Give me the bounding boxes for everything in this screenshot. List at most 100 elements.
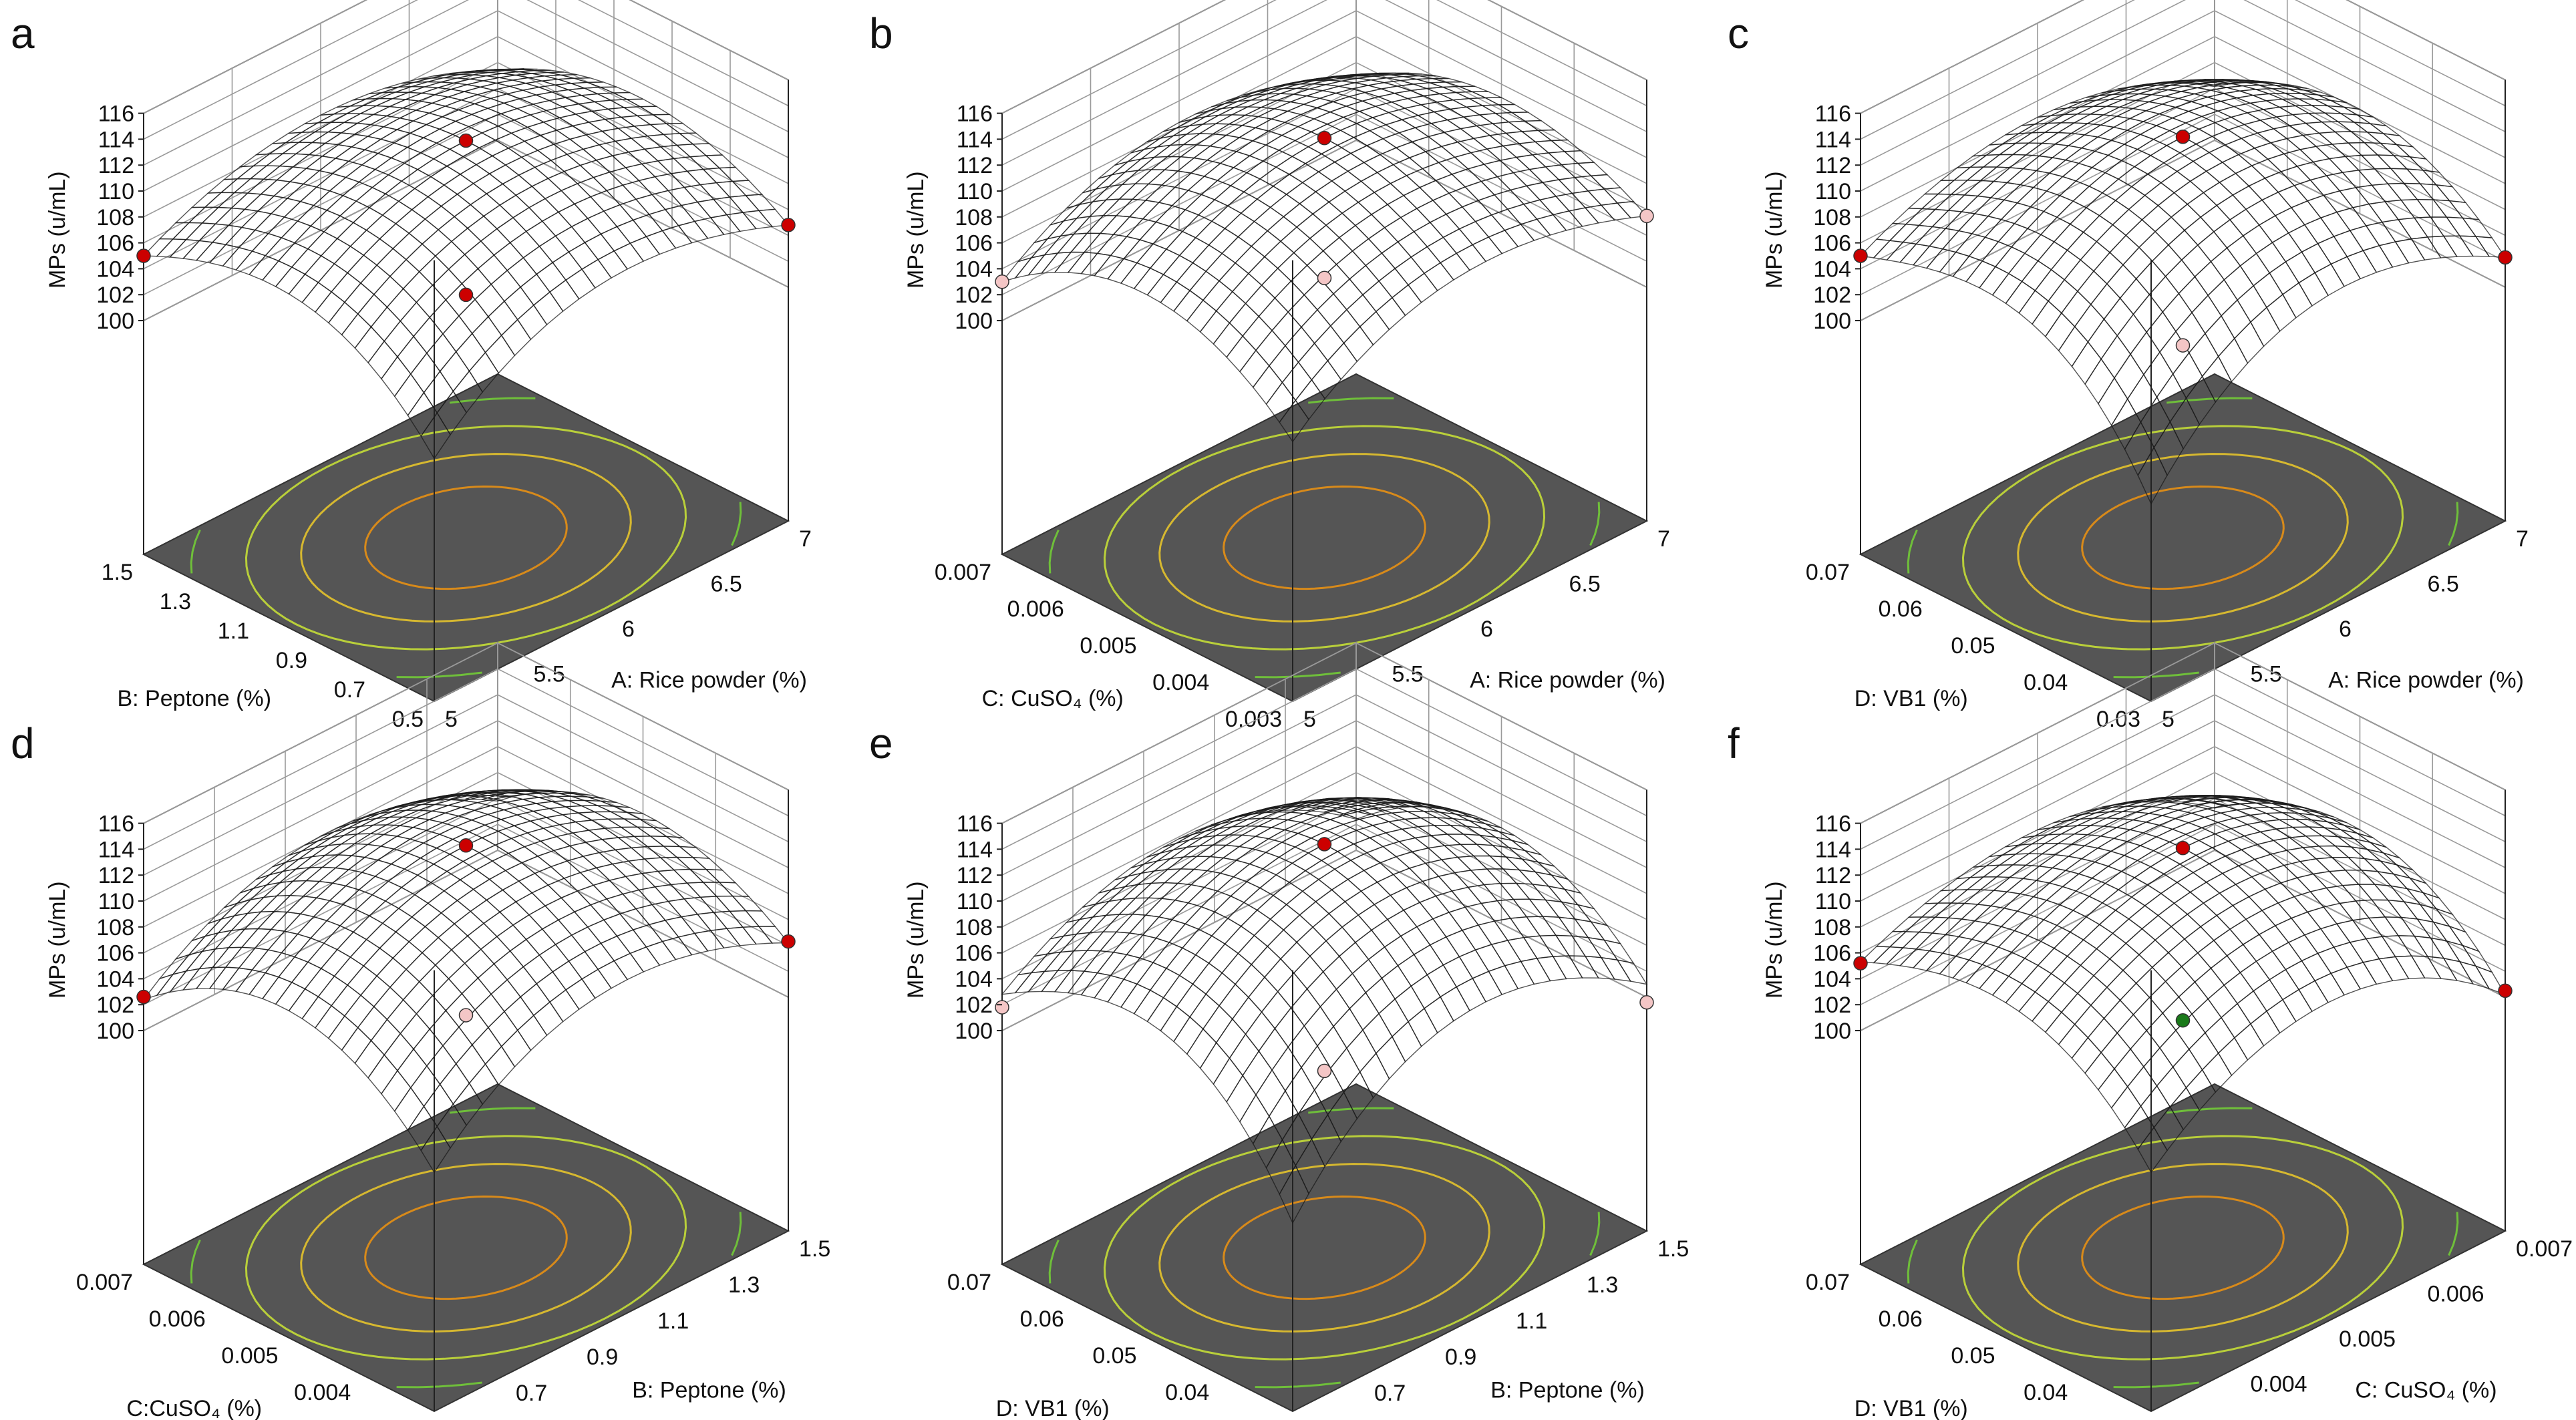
wall-gridline — [1860, 10, 2506, 192]
surface-patch — [1400, 208, 1431, 232]
surface-patch — [1376, 874, 1408, 896]
surface-patch — [2090, 283, 2121, 320]
surface-patch — [1404, 104, 1436, 116]
surface-patch — [1231, 996, 1263, 1035]
surface-patch — [552, 138, 585, 155]
surface-patch — [441, 109, 474, 122]
surface-patch — [2181, 244, 2212, 278]
surface-patch — [240, 928, 273, 949]
surface-patch — [2232, 896, 2263, 920]
surface-patch — [552, 960, 583, 991]
design-point-right — [2498, 250, 2513, 265]
surface-patch — [549, 279, 580, 312]
surface-patch — [2224, 138, 2256, 156]
surface-patch — [545, 106, 577, 119]
surface-patch — [1293, 955, 1324, 990]
surface-patch — [2258, 925, 2289, 952]
surface-patch — [1907, 193, 1939, 210]
surface-patch — [1098, 161, 1128, 179]
surface-patch — [2144, 182, 2175, 206]
surface-patch — [1981, 864, 2015, 878]
surface-patch — [2298, 272, 2329, 307]
surface-patch — [1918, 916, 1950, 934]
surface-patch — [515, 186, 546, 208]
surface-patch — [1368, 124, 1400, 140]
surface-patch — [458, 299, 489, 335]
surface-patch — [2188, 333, 2219, 377]
surface-patch — [1174, 884, 1206, 904]
surface-patch — [454, 204, 485, 229]
surface-patch — [1253, 918, 1285, 947]
surface-patch — [408, 218, 440, 245]
design-point-left — [1853, 248, 1868, 263]
surface-patch — [1120, 983, 1151, 1015]
surface-patch — [207, 902, 238, 924]
x-tick-label: 5 — [445, 707, 458, 732]
y-tick-label: 0.04 — [2024, 670, 2068, 695]
floor-contour — [245, 1135, 687, 1361]
surface-patch — [2154, 216, 2186, 246]
surface-patch — [1297, 342, 1329, 381]
surface-patch — [1355, 117, 1388, 132]
surface-patch — [331, 869, 363, 887]
surface-patch — [2194, 260, 2225, 297]
surface-patch — [2208, 855, 2240, 874]
surface-patch — [2133, 154, 2165, 175]
z-tick-label: 108 — [1813, 915, 1851, 940]
surface-patch — [2189, 170, 2221, 194]
surface-patch — [2328, 870, 2360, 886]
surface-patch — [1199, 310, 1231, 345]
surface-patch — [2100, 335, 2131, 379]
surface-patch — [2213, 116, 2246, 131]
surface-patch — [259, 179, 291, 197]
surface-patch — [1947, 194, 1979, 212]
surface-patch — [565, 978, 596, 1010]
surface-patch — [1142, 202, 1173, 223]
surface-patch — [1400, 115, 1433, 128]
surface-patch — [337, 843, 369, 856]
surface-patch — [2255, 242, 2287, 274]
surface-patch — [2032, 1001, 2062, 1033]
surface-patch — [2387, 182, 2418, 201]
surface-patch — [1392, 1021, 1422, 1063]
surface-patch — [1912, 245, 1944, 269]
surface-patch — [2060, 114, 2091, 124]
surface-patch — [2058, 325, 2089, 367]
surface-patch — [1416, 200, 1447, 223]
surface-patch — [1499, 882, 1531, 900]
x-axis-title: A: Rice powder (%) — [1470, 668, 1665, 693]
surface-patch — [256, 862, 286, 880]
surface-patch — [1367, 81, 1398, 90]
surface-patch — [510, 832, 542, 848]
surface-patch — [2080, 240, 2111, 272]
surface-patch — [1461, 200, 1492, 222]
surface-patch — [424, 912, 456, 938]
surface-patch — [1315, 180, 1346, 203]
surface-patch — [1534, 140, 1566, 154]
surface-patch — [1352, 130, 1384, 146]
surface-patch — [1426, 236, 1458, 264]
surface-patch — [464, 240, 495, 270]
z-tick-label: 104 — [955, 256, 993, 282]
surface-patch — [1395, 141, 1427, 158]
surface-patch — [2027, 843, 2060, 855]
surface-patch — [1339, 123, 1372, 138]
surface-patch — [1390, 175, 1421, 196]
surface-patch — [1221, 236, 1253, 264]
surface-patch — [493, 950, 524, 981]
surface-patch — [2365, 221, 2396, 246]
surface-patch — [1291, 146, 1323, 164]
surface-patch — [386, 999, 418, 1035]
surface-patch — [1299, 191, 1330, 215]
x-tick-label: 6 — [622, 616, 635, 642]
surface-patch — [2205, 162, 2237, 183]
surface-patch — [341, 313, 372, 349]
surface-patch — [1271, 1046, 1302, 1092]
surface-patch — [504, 996, 534, 1031]
surface-patch — [2203, 892, 2234, 916]
surface-patch — [499, 194, 530, 218]
surface-patch — [2074, 1004, 2105, 1039]
surface-patch — [1354, 929, 1386, 960]
z-tick-label: 100 — [955, 309, 993, 334]
surface-patch — [420, 1125, 451, 1174]
